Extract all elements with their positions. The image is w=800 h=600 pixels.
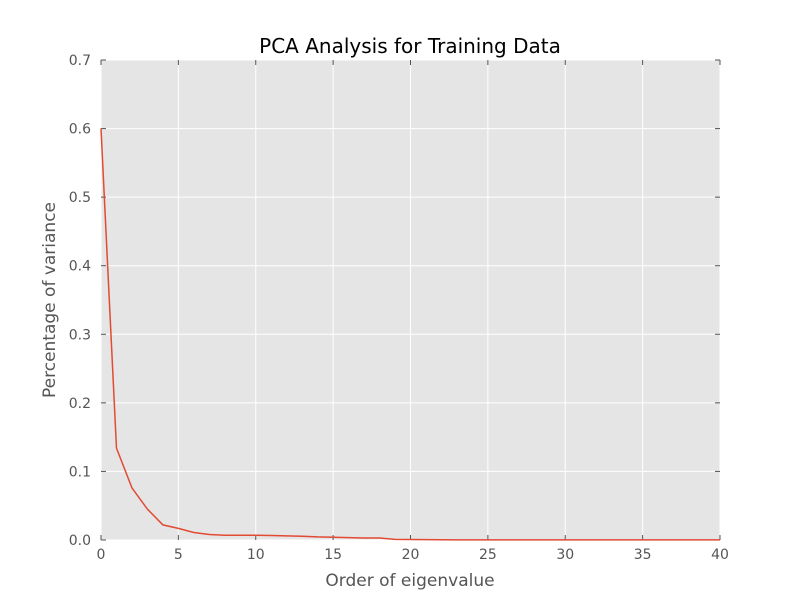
x-tick-label: 15 [324,547,342,563]
y-tick-label: 0.7 [69,53,91,69]
x-tick-label: 30 [556,547,574,563]
y-tick-label: 0.3 [69,327,91,343]
axis-ticks [100,59,721,541]
x-axis-label: Order of eigenvalue [325,571,494,591]
x-tick-label: 5 [174,547,183,563]
x-tick-label: 40 [711,547,729,563]
x-tick-label: 10 [247,547,265,563]
x-tick-label: 20 [402,547,420,563]
x-tick-labels: 0 5 10 15 20 25 30 35 40 [97,547,729,563]
y-tick-label: 0.4 [69,259,91,275]
y-tick-label: 0.5 [69,190,91,206]
x-tick-label: 0 [97,547,106,563]
y-tick-label: 0.0 [69,533,91,549]
y-axis-label: Percentage of variance [40,202,60,398]
y-tick-labels: 0.0 0.1 0.2 0.3 0.4 0.5 0.6 0.7 [69,53,91,549]
variance-line [100,128,720,541]
x-tick-label: 25 [479,547,497,563]
x-tick-label: 35 [634,547,652,563]
y-tick-label: 0.2 [69,396,91,412]
y-tick-label: 0.1 [69,464,91,480]
y-tick-label: 0.6 [69,122,91,138]
chart-title: PCA Analysis for Training Data [259,34,561,58]
series-group [100,128,720,541]
